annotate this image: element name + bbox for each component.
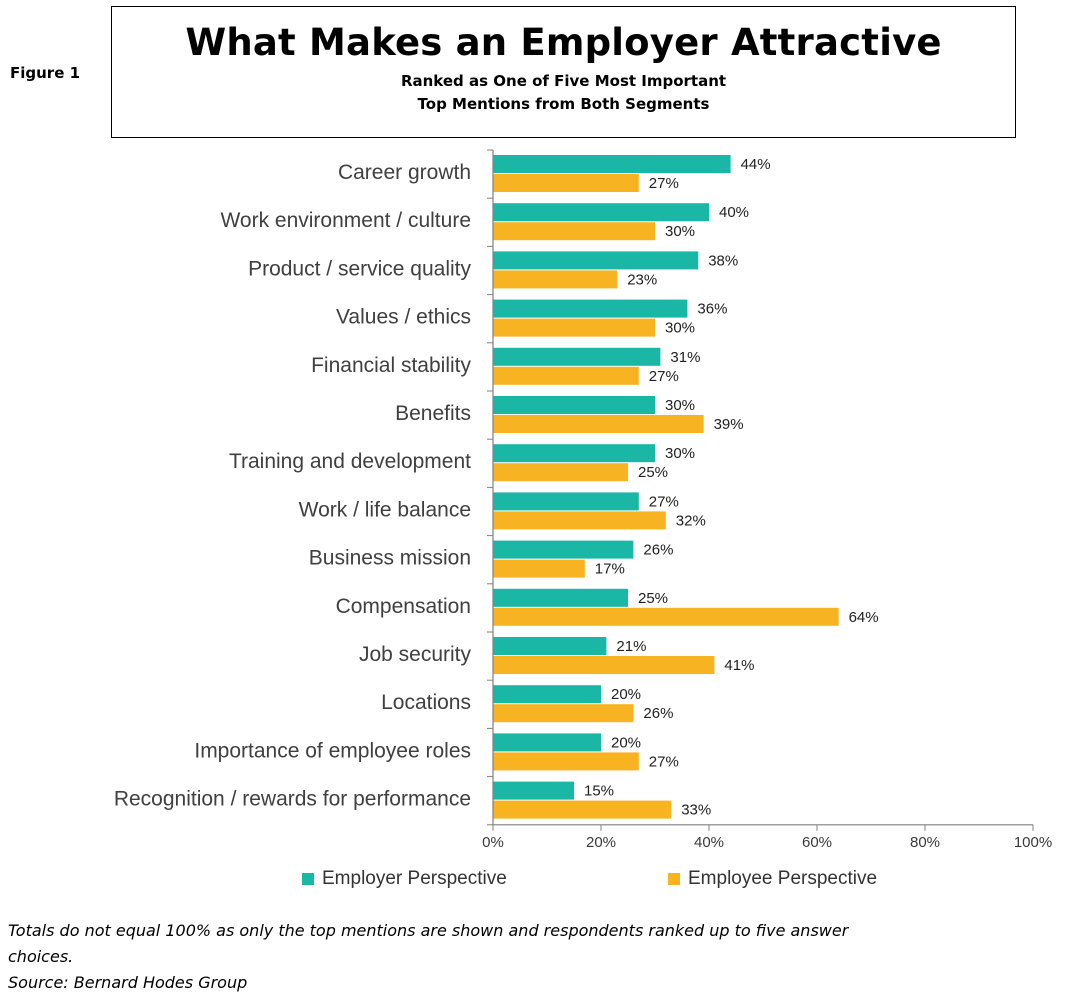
source-note: Source: Bernard Hodes Group [8,973,248,992]
value-label-employer: 15% [584,783,614,800]
bar-employer [493,492,639,511]
bar-employee [493,607,839,626]
bar-employer [493,203,709,222]
bar-employer [493,444,655,463]
category-label: Locations [381,691,471,714]
bar-employee [493,800,672,819]
x-tick-label: 100% [1014,834,1052,851]
bar-employee [493,656,715,674]
bar-employer [493,637,607,655]
x-tick-label: 60% [802,834,832,851]
category-label: Career growth [338,161,471,184]
value-label-employer: 30% [665,445,695,462]
bar-employer [493,733,601,752]
value-label-employee: 23% [627,271,657,288]
value-label-employee: 17% [595,561,625,578]
bar-employer [493,155,731,173]
bar-employee [493,415,704,433]
value-label-employer: 30% [665,397,695,414]
value-label-employer: 27% [649,493,679,510]
chart-subtitle-2: Top Mentions from Both Segments [417,95,710,113]
category-label: Training and development [229,450,471,473]
bar-employer [493,396,655,414]
value-label-employer: 44% [741,156,771,173]
value-label-employee: 30% [665,320,695,337]
value-label-employer: 20% [611,686,641,703]
legend-employer: Employer Perspective [302,868,507,890]
bar-employee [493,704,634,723]
bar-employee [493,559,585,578]
value-label-employer: 26% [643,542,673,559]
category-label: Values / ethics [336,306,471,329]
value-label-employee: 27% [649,368,679,385]
legend-employer-swatch [302,873,314,885]
category-label: Importance of employee roles [194,739,471,762]
category-label: Benefits [395,402,471,425]
bar-employee [493,463,628,482]
value-label-employer: 31% [670,349,700,366]
value-label-employer: 38% [708,252,738,269]
bar-employee [493,318,655,337]
value-label-employer: 40% [719,204,749,221]
legend-employee: Employee Perspective [668,868,877,890]
bar-employer [493,781,574,800]
bar-employer [493,347,661,366]
bar-employee [493,511,666,530]
bar-employee [493,366,639,385]
bar-employee [493,222,655,241]
value-label-employee: 32% [676,512,706,529]
chart-title: What Makes an Employer Attractive [185,21,942,64]
x-tick-label: 80% [910,834,940,851]
legend-employee-label: Employee Perspective [688,868,878,889]
category-label: Work environment / culture [220,209,471,232]
value-label-employer: 21% [616,638,646,655]
bar-employer [493,588,628,607]
bar-employer [493,540,634,559]
x-tick-label: 0% [482,834,504,851]
bar-employee [493,752,639,771]
category-label: Compensation [336,595,471,618]
value-label-employee: 33% [681,802,711,819]
bar-chart: Career growth 44% 27% Work environment / cu… [114,149,1052,851]
bar-employee [493,174,639,192]
footnote-line-1: Totals do not equal 100% as only the top… [8,921,849,940]
figure-label: Figure 1 [10,64,81,82]
value-label-employee: 25% [638,464,668,481]
category-label: Business mission [309,547,471,570]
value-label-employer: 25% [638,590,668,607]
bar-employer [493,685,601,704]
footnote-line-2: choices. [8,947,74,966]
value-label-employee: 39% [714,416,744,433]
value-label-employee: 64% [849,609,879,626]
footnote: Totals do not equal 100% as only the top… [8,918,1008,996]
value-label-employee: 41% [724,657,754,674]
x-tick-label: 20% [586,834,616,851]
category-label: Recognition / rewards for performance [114,788,471,811]
chart-subtitle-1: Ranked as One of Five Most Important [400,72,727,90]
value-label-employer: 20% [611,734,641,751]
bar-employee [493,270,618,289]
bar-employer [493,299,688,318]
category-label: Financial stability [311,354,471,377]
legend-employer-label: Employer Perspective [322,868,507,889]
value-label-employer: 36% [697,301,727,318]
value-label-employee: 27% [649,175,679,192]
value-label-employee: 27% [649,753,679,770]
x-tick-label: 40% [694,834,724,851]
title-box: What Makes an Employer Attractive Ranked… [111,6,1016,138]
category-label: Product / service quality [248,257,471,280]
value-label-employee: 30% [665,223,695,240]
bar-employer [493,251,699,270]
category-label: Work / life balance [299,498,471,521]
legend-employee-swatch [668,873,680,885]
value-label-employee: 26% [643,705,673,722]
category-label: Job security [359,643,472,666]
